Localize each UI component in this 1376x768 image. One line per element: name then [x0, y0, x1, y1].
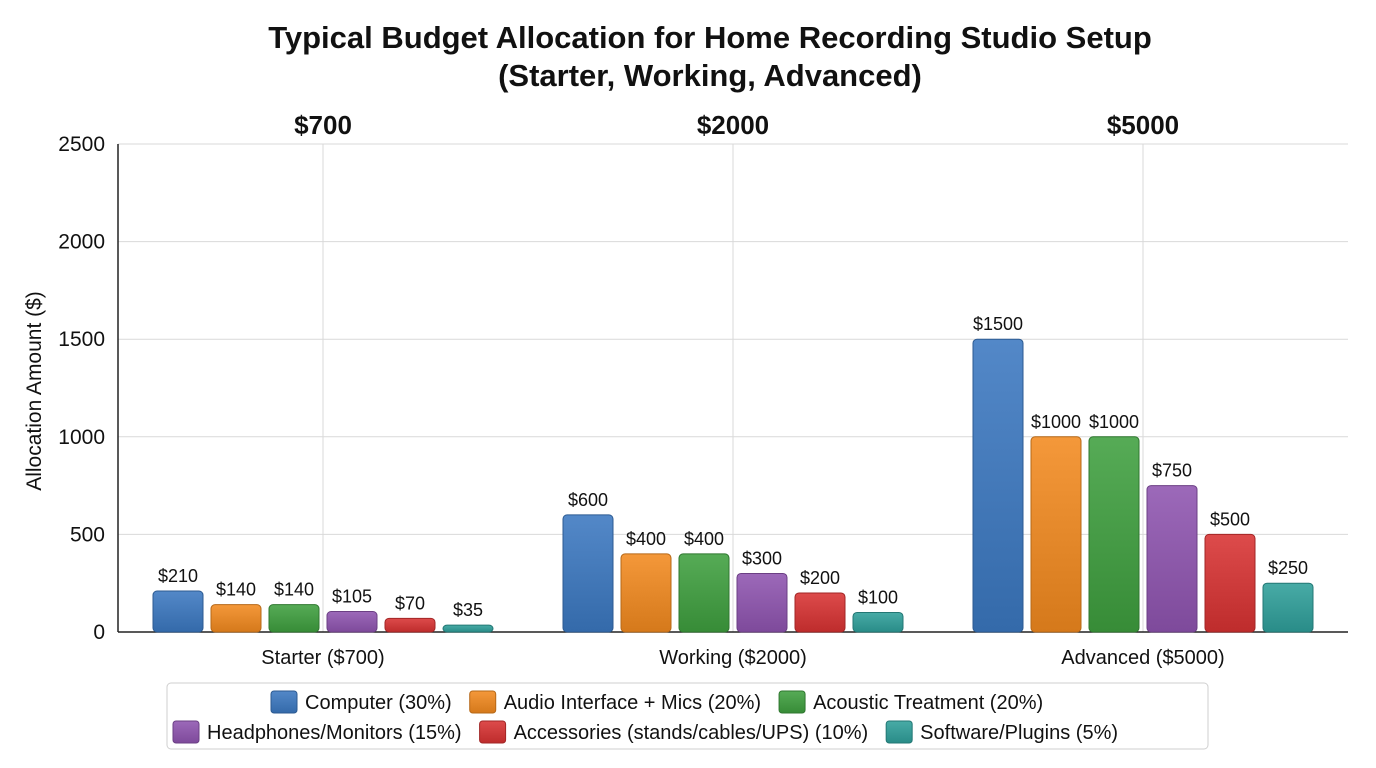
data-label-software-plugins-5-starter-700: $35	[453, 600, 483, 620]
bar-computer-30-working-2000	[562, 514, 614, 633]
data-label-acoustic-treatment-20-starter-700: $140	[274, 580, 314, 600]
y-tick-label-2000: 2000	[58, 231, 105, 254]
bar-audio-interface-mics-20-advanced-5000	[1030, 436, 1082, 633]
data-label-software-plugins-5-advanced-5000: $250	[1268, 558, 1308, 578]
bar-headphones-monitors-15-advanced-5000	[1146, 485, 1198, 633]
data-label-audio-interface-mics-20-starter-700: $140	[216, 580, 256, 600]
data-label-acoustic-treatment-20-advanced-5000: $1000	[1089, 412, 1139, 432]
group-total-advanced-5000: $5000	[1107, 110, 1179, 140]
bar-acoustic-treatment-20-starter-700	[268, 604, 320, 633]
title-layer: Typical Budget Allocation for Home Recor…	[268, 20, 1179, 140]
chart-subtitle: (Starter, Working, Advanced)	[498, 58, 922, 93]
bar-software-plugins-5-working-2000	[852, 611, 904, 633]
bar-audio-interface-mics-20-working-2000	[620, 553, 672, 633]
grid-layer	[118, 143, 1348, 632]
data-label-headphones-monitors-15-advanced-5000: $750	[1152, 461, 1192, 481]
bar-audio-interface-mics-20-starter-700	[210, 604, 262, 633]
y-tick-label-2500: 2500	[58, 133, 105, 156]
legend-label-headphones-monitors-15: Headphones/Monitors (15%)	[207, 722, 462, 744]
legend-label-acoustic-treatment-20: Acoustic Treatment (20%)	[813, 692, 1043, 714]
x-category-label-advanced-5000: Advanced ($5000)	[1061, 647, 1224, 669]
chart-title: Typical Budget Allocation for Home Recor…	[268, 20, 1152, 55]
bar-acoustic-treatment-20-working-2000	[678, 553, 730, 633]
bar-acoustic-treatment-20-advanced-5000	[1088, 436, 1140, 633]
data-label-accessories-stands-cables-ups-10-advanced-5000: $500	[1210, 509, 1250, 529]
x-category-label-working-2000: Working ($2000)	[659, 647, 806, 669]
legend-swatch-acoustic-treatment-20	[778, 690, 806, 714]
bar-computer-30-advanced-5000	[972, 338, 1024, 633]
data-label-acoustic-treatment-20-working-2000: $400	[684, 529, 724, 549]
legend-swatch-software-plugins-5	[885, 720, 913, 744]
bar-accessories-stands-cables-ups-10-working-2000	[794, 592, 846, 633]
data-label-computer-30-working-2000: $600	[568, 490, 608, 510]
legend-swatch-computer-30	[270, 690, 298, 714]
x-category-label-starter-700: Starter ($700)	[261, 647, 384, 669]
data-label-audio-interface-mics-20-working-2000: $400	[626, 529, 666, 549]
bar-headphones-monitors-15-starter-700	[326, 611, 378, 633]
y-tick-label-0: 0	[93, 621, 105, 644]
legend-swatch-headphones-monitors-15	[172, 720, 200, 744]
legend-swatch-accessories-stands-cables-ups-10	[479, 720, 507, 744]
data-label-software-plugins-5-working-2000: $100	[858, 587, 898, 607]
bar-accessories-stands-cables-ups-10-advanced-5000	[1204, 533, 1256, 633]
legend: Computer (30%) Audio Interface + Mics (20…	[166, 682, 1209, 750]
y-axis-title: Allocation Amount ($)	[23, 291, 46, 491]
data-label-computer-30-starter-700: $210	[158, 566, 198, 586]
axis-layer: 0 500 1000 1500 2000 2500 Starter ($700) Workin…	[23, 133, 1348, 669]
bar-headphones-monitors-15-working-2000	[736, 572, 788, 633]
data-label-headphones-monitors-15-working-2000: $300	[742, 548, 782, 568]
data-label-computer-30-advanced-5000: $1500	[973, 314, 1023, 334]
legend-box	[166, 682, 1209, 750]
legend-label-audio-interface-mics-20: Audio Interface + Mics (20%)	[504, 692, 761, 714]
bar-software-plugins-5-advanced-5000	[1262, 582, 1314, 633]
legend-label-accessories-stands-cables-ups-10: Accessories (stands/cables/UPS) (10%)	[514, 722, 869, 744]
legend-label-computer-30: Computer (30%)	[305, 692, 452, 714]
data-label-accessories-stands-cables-ups-10-working-2000: $200	[800, 568, 840, 588]
bar-accessories-stands-cables-ups-10-starter-700	[384, 617, 436, 633]
bar-software-plugins-5-starter-700	[442, 624, 494, 633]
legend-swatch-audio-interface-mics-20	[469, 690, 497, 714]
data-label-headphones-monitors-15-starter-700: $105	[332, 587, 372, 607]
group-total-working-2000: $2000	[697, 110, 769, 140]
data-label-audio-interface-mics-20-advanced-5000: $1000	[1031, 412, 1081, 432]
legend-label-software-plugins-5: Software/Plugins (5%)	[920, 722, 1118, 744]
data-label-layer: $210 $140 $140 $105 $70 $35 $600 $400 $400 $300 $2…	[158, 314, 1308, 620]
data-label-accessories-stands-cables-ups-10-starter-700: $70	[395, 593, 425, 613]
y-tick-label-500: 500	[70, 523, 105, 546]
bar-layer	[152, 338, 1314, 633]
y-tick-label-1500: 1500	[58, 328, 105, 351]
bar-computer-30-starter-700	[152, 590, 204, 633]
y-tick-label-1000: 1000	[58, 426, 105, 449]
group-total-starter-700: $700	[294, 110, 352, 140]
